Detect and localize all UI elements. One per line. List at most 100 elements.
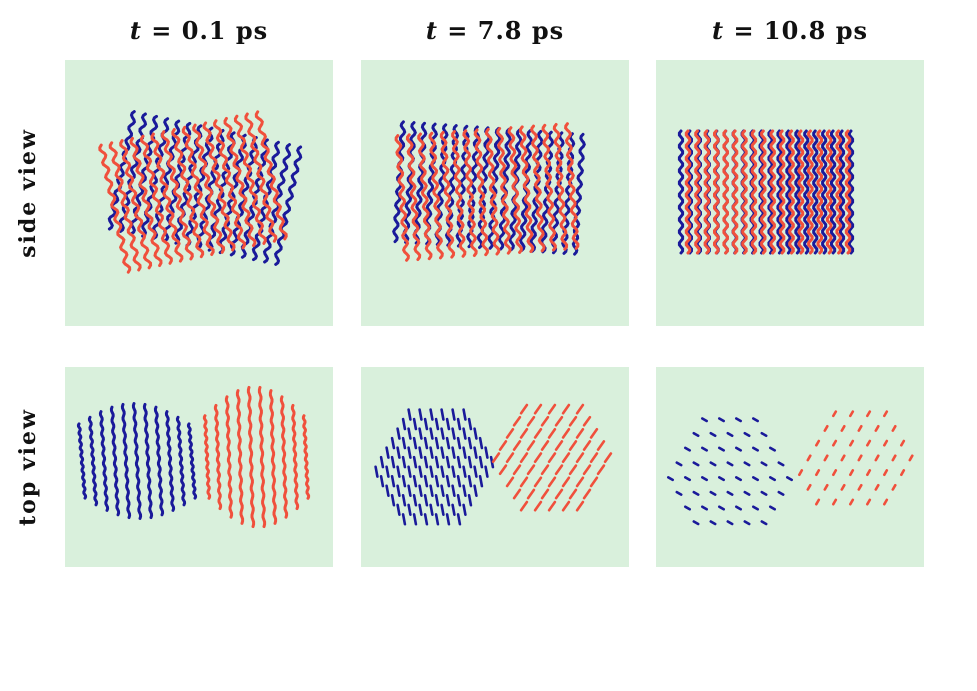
blue-strand-dot: [401, 494, 407, 507]
blue-strand-dot: [401, 455, 407, 469]
red-strand: [223, 116, 257, 248]
red-strand: [760, 129, 767, 255]
red-strand-dot: [883, 498, 889, 506]
blue-strand-dot: [434, 455, 440, 469]
red-strand-line: [224, 395, 234, 519]
blue-strand: [776, 129, 783, 255]
red-strand-dot: [874, 425, 880, 432]
red-strand-dot: [806, 454, 812, 462]
blue-strand-dot: [434, 417, 440, 431]
blue-strand-dot: [456, 494, 462, 507]
blue-strand-dot: [451, 484, 456, 497]
blue-strand-dot: [429, 408, 434, 421]
blue-strand-dot: [423, 513, 429, 526]
blue-strand-dot: [743, 431, 751, 437]
side-view-drawing-2: [677, 129, 855, 255]
blue-strand-dot: [456, 475, 462, 488]
red-strand: [181, 125, 215, 256]
blue-strand: [803, 129, 810, 255]
blue-strand-dot: [709, 431, 717, 437]
red-strand: [484, 127, 501, 256]
red-strand: [98, 143, 132, 274]
blue-strand-dot: [418, 503, 423, 516]
red-strand-dot: [840, 454, 846, 462]
red-strand-line: [235, 389, 245, 525]
blue-strand: [767, 129, 774, 255]
blue-strand-line: [109, 405, 121, 517]
red-strand-dot: [575, 476, 585, 488]
blue-strand-dot: [752, 476, 759, 482]
blue-strand-dot: [407, 427, 412, 440]
blue-strand-dot: [735, 446, 742, 452]
blue-strand-dot: [401, 513, 407, 526]
blue-strand-dot: [701, 417, 708, 423]
blue-strand-dot: [445, 436, 451, 450]
red-strand-dot: [526, 464, 536, 476]
blue-strand-dot: [467, 417, 473, 431]
blue-strand-dot: [462, 465, 467, 478]
red-strand-dot: [533, 452, 543, 463]
blue-strand-dot: [735, 417, 742, 423]
blue-strand-dot: [462, 408, 467, 421]
blue-strand-dot: [478, 455, 484, 469]
red-strand-dot: [866, 439, 872, 447]
red-strand-dot: [547, 476, 557, 488]
blue-strand-dot: [451, 465, 456, 478]
blue-strand-dot: [412, 455, 418, 469]
side-view-panel-0: [65, 60, 333, 326]
blue-strand-dot: [692, 490, 700, 496]
red-strand-dot: [849, 498, 855, 506]
red-strand-dot: [832, 410, 838, 418]
blue-strand-dot: [407, 408, 412, 421]
column-title-2: t = 10.8 ps: [711, 16, 869, 45]
red-strand-dot: [596, 464, 606, 476]
red-strand: [202, 121, 236, 252]
blue-strand-dot: [434, 494, 440, 507]
red-strand-dot: [857, 483, 863, 491]
red-strand-dot: [498, 464, 508, 476]
blue-strand-dot: [423, 455, 429, 469]
red-strand-dot: [505, 476, 515, 488]
red-strand-dot: [554, 440, 564, 451]
red-strand-dot: [547, 403, 557, 415]
blue-strand-dot: [473, 484, 478, 497]
blue-strand-dot: [701, 476, 708, 482]
blue-strand-dot: [451, 408, 456, 421]
blue-strand-line: [186, 422, 198, 500]
blue-strand: [677, 129, 685, 255]
red-strand: [160, 130, 194, 261]
red-strand-dot: [533, 500, 543, 512]
blue-strand: [529, 130, 544, 253]
column-title-1: t = 7.8 ps: [425, 16, 565, 45]
red-strand-dot: [526, 415, 536, 427]
red-strand-dot: [491, 452, 501, 463]
red-strand-dot: [526, 440, 536, 451]
side-view-drawing-1: [392, 120, 586, 262]
blue-strand-dot: [743, 461, 751, 467]
red-strand: [835, 129, 842, 255]
red-strand-dot: [883, 410, 889, 418]
red-strand-line: [257, 385, 267, 529]
blue-strand-dot: [440, 484, 445, 497]
blue-strand-dot: [412, 417, 418, 431]
red-strand-line: [246, 385, 256, 529]
red-strand-dot: [596, 440, 606, 451]
red-strand-dot: [849, 469, 855, 477]
red-strand-dot: [526, 488, 536, 500]
blue-strand-dot: [709, 520, 717, 526]
red-strand-dot: [908, 454, 914, 462]
blue-strand-dot: [412, 513, 418, 526]
blue-strand-dot: [735, 476, 742, 482]
red-strand: [451, 130, 467, 258]
red-strand-dot: [823, 483, 829, 491]
row-label-top-view: top view: [15, 408, 41, 526]
blue-strand-dot: [407, 446, 412, 459]
blue-strand-dot: [396, 427, 401, 440]
red-strand-dot: [874, 454, 880, 462]
red-strand: [750, 129, 758, 255]
red-strand-dot: [568, 440, 578, 451]
red-strand-dot: [512, 440, 522, 451]
red-strand: [778, 129, 786, 255]
red-strand-dot: [540, 415, 550, 427]
blue-strand-dot: [777, 490, 785, 496]
